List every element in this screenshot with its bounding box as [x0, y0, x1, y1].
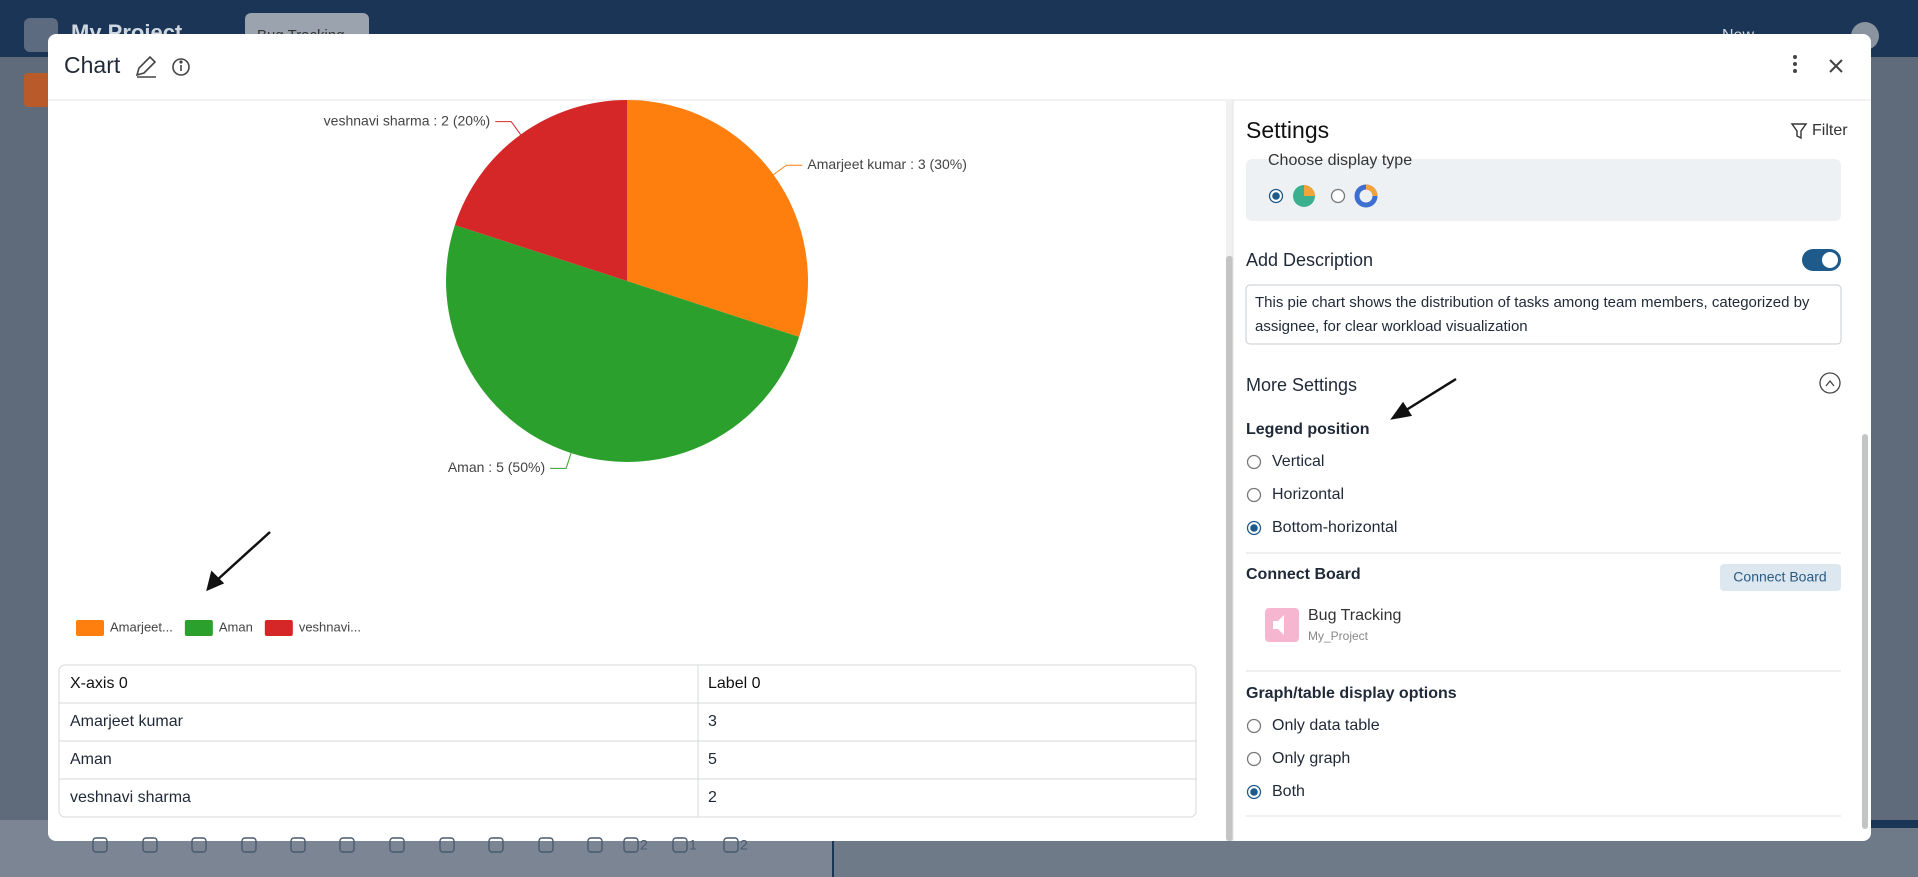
- toolbar-icon[interactable]: [672, 837, 688, 853]
- scrollbar[interactable]: [1226, 256, 1233, 841]
- pie-slice: [454, 100, 627, 281]
- legend-label: Amarjeet...: [110, 619, 173, 634]
- radio[interactable]: [1246, 751, 1262, 767]
- toolbar-icon[interactable]: [723, 837, 739, 853]
- legend-swatch: [76, 620, 104, 636]
- modal-title: Chart: [64, 52, 121, 78]
- table-cell: 2: [708, 789, 717, 806]
- table-cell: veshnavi sharma: [70, 789, 191, 806]
- filter-button[interactable]: Filter: [1812, 122, 1848, 139]
- slice-label: veshnavi sharma : 2 (20%): [324, 112, 491, 128]
- pie-type-icon-part: [1304, 185, 1315, 196]
- annotation-arrow: [1390, 377, 1457, 420]
- radio[interactable]: [1246, 454, 1262, 470]
- connect-board-button-label: Connect Board: [1733, 569, 1826, 585]
- slice-label: Amarjeet kumar : 3 (30%): [807, 156, 967, 172]
- annotation-arrow: [206, 531, 271, 592]
- slice-label: Aman : 5 (50%): [448, 459, 545, 475]
- description-box[interactable]: [1245, 284, 1842, 345]
- radio-label: Only graph: [1272, 750, 1350, 767]
- board-project: My_Project: [1308, 629, 1369, 643]
- toolbar-icon[interactable]: [241, 837, 257, 853]
- radio-label: Vertical: [1272, 453, 1324, 470]
- pie-slice: [446, 225, 800, 462]
- add-description-label: Add Description: [1246, 250, 1373, 270]
- more-icon[interactable]: [1793, 55, 1797, 73]
- section-label: Graph/table display options: [1246, 685, 1457, 702]
- toolbar-icon[interactable]: [142, 837, 158, 853]
- toolbar-count: 1: [689, 837, 697, 853]
- leader-line: [773, 164, 803, 176]
- collapse-chevron: [1825, 379, 1835, 387]
- edit-icon[interactable]: [135, 55, 157, 78]
- close-icon[interactable]: [1829, 59, 1843, 73]
- display-type-label: Choose display type: [1268, 152, 1412, 169]
- toolbar-icon[interactable]: [290, 837, 306, 853]
- radio-label: Only data table: [1272, 717, 1380, 734]
- legend-label: veshnavi...: [299, 619, 361, 634]
- toolbar-count: 2: [740, 837, 748, 853]
- board-icon-glyph: [1273, 615, 1284, 635]
- legend-swatch: [264, 620, 293, 636]
- description: This pie chart shows the distribution of…: [1255, 294, 1810, 335]
- radio-label: Horizontal: [1272, 486, 1344, 503]
- donut-type-icon-part: [1365, 184, 1378, 197]
- legend-label: Aman: [219, 619, 253, 634]
- filter-icon[interactable]: [1790, 123, 1808, 140]
- radio[interactable]: [1246, 487, 1262, 503]
- legend-swatch: [184, 620, 213, 636]
- pie-slice: [627, 100, 809, 337]
- board-name: Bug Tracking: [1308, 607, 1401, 624]
- description-wrap: This pie chart shows the distribution of…: [1255, 294, 1810, 335]
- toolbar-icon[interactable]: [439, 837, 455, 853]
- table-cell: Aman: [70, 751, 112, 768]
- info-icon[interactable]: [172, 58, 190, 76]
- toolbar-count: 2: [640, 837, 648, 853]
- display-type-box: [1246, 159, 1841, 221]
- toolbar-icon[interactable]: [587, 837, 603, 853]
- leader-line: [550, 452, 572, 469]
- toolbar-icon[interactable]: [92, 837, 108, 853]
- radio[interactable]: [1246, 718, 1262, 734]
- radio[interactable]: [1330, 188, 1346, 204]
- more-settings: More Settings: [1246, 375, 1357, 395]
- board-icon: [24, 73, 54, 107]
- toolbar-icon[interactable]: [389, 837, 405, 853]
- section-label: Legend position: [1246, 421, 1370, 438]
- radio-dot: [1250, 788, 1258, 796]
- table-header: X-axis 0: [70, 675, 128, 692]
- collapse-icon[interactable]: [1819, 372, 1841, 394]
- leader-line: [495, 121, 522, 135]
- toolbar-icon[interactable]: [339, 837, 355, 853]
- section-label: Connect Board: [1246, 566, 1361, 583]
- radio-dot: [1250, 524, 1258, 532]
- connect-board-button[interactable]: [1720, 564, 1841, 591]
- settings-title: Settings: [1246, 117, 1329, 143]
- radio-dot: [1272, 192, 1280, 200]
- toolbar-icon[interactable]: [488, 837, 504, 853]
- toolbar-icon[interactable]: [191, 837, 207, 853]
- table-header: Label 0: [708, 675, 761, 692]
- radio-label: Bottom-horizontal: [1272, 519, 1397, 536]
- toggle-knob: [1822, 252, 1838, 268]
- settings-scrollbar[interactable]: [1862, 434, 1868, 829]
- table-cell: Amarjeet kumar: [70, 713, 184, 730]
- toolbar-icon[interactable]: [538, 837, 554, 853]
- table-cell: 3: [708, 713, 717, 730]
- table-cell: 5: [708, 751, 717, 768]
- radio-label: Both: [1272, 783, 1305, 800]
- toolbar-icon[interactable]: [623, 837, 639, 853]
